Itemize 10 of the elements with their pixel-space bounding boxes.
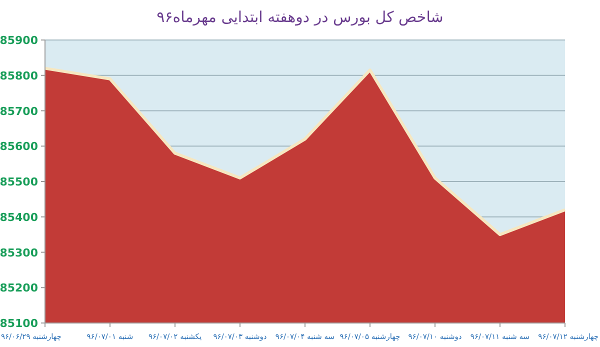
y-tick-label: 85600	[0, 140, 38, 154]
y-tick-label: 85300	[0, 246, 38, 260]
y-tick-label: 85200	[0, 282, 38, 295]
y-tick-label: 85700	[0, 104, 38, 118]
y-tick-label: 85500	[0, 176, 38, 188]
y-tick-label: 85400	[0, 210, 38, 224]
y-tick-label: 85800	[0, 69, 38, 82]
y-tick-label: 85100	[0, 317, 38, 330]
chart-title: شاخص کل بورس در دوهفته ابتدایی مهرماه۹۶	[156, 8, 444, 26]
y-tick-label: 85900	[0, 34, 38, 47]
